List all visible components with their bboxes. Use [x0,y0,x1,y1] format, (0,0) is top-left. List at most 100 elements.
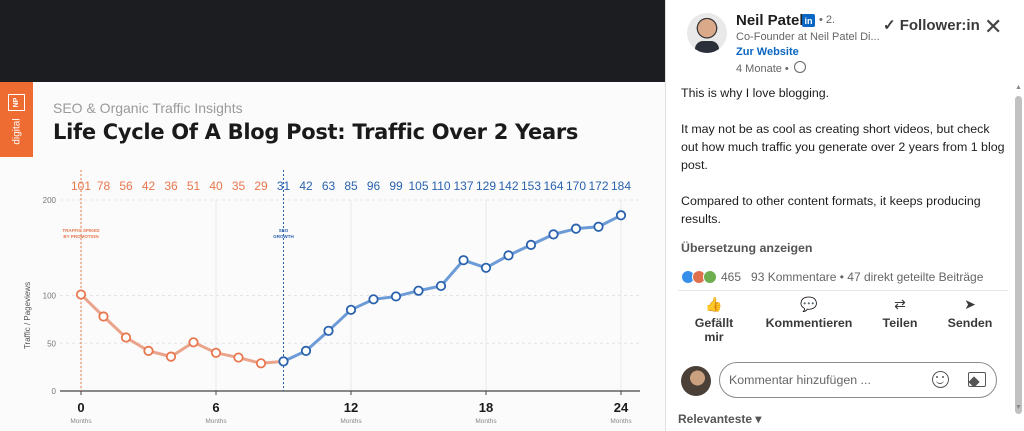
celebrate-reaction-icon [703,270,717,284]
data-label: 164 [543,179,563,193]
author-avatar[interactable] [687,13,727,53]
y-axis-label: Traffic / Pageviews [23,282,32,349]
data-point [278,356,289,367]
following-button[interactable]: ✓ Follower:in [883,17,980,34]
data-point [480,262,492,273]
post-paragraph: Compared to other content formats, it ke… [681,194,981,226]
author-headline: Co-Founder at Neil Patel Di... [736,31,880,43]
y-tick-label: 100 [43,292,57,301]
data-label: 51 [187,179,201,193]
comment-placeholder: Kommentar hinzufügen ... [729,373,871,387]
data-point [593,221,604,232]
data-point [548,229,559,240]
scrollbar-thumb[interactable] [1015,96,1022,414]
scroll-up-icon[interactable]: ▲ [1015,84,1022,91]
data-label: 42 [142,179,156,193]
x-tick-sublabel: Months [610,418,632,425]
x-tick-label: 6 [212,400,219,415]
data-point [458,255,469,266]
data-point [233,352,244,363]
repost-icon: ⇄ [894,296,906,312]
emoji-icon[interactable] [932,371,949,388]
post-time-text: 4 Monate • [736,63,789,75]
x-tick-label: 24 [614,400,629,415]
data-point [413,285,424,296]
action-bar: 👍 Gefällt mir 💬 Kommentieren ⇄ Teilen ➤ … [666,296,1011,352]
np-digital-logo: NP digital [0,82,33,157]
website-link[interactable]: Zur Website [736,46,799,58]
data-point [390,291,402,302]
image-icon[interactable] [968,372,986,387]
like-button[interactable]: 👍 Gefällt mir [686,296,742,344]
reaction-count[interactable]: 465 [721,270,742,284]
x-tick-sublabel: Months [475,418,497,425]
x-tick-sublabel: Months [205,418,227,425]
data-label: 56 [119,179,133,193]
send-label: Senden [947,316,993,330]
traffic-line-chart: 0 50 100 200 Traffic / Pageviews TRAFFIC SPIK… [23,170,640,425]
comments-shares-count[interactable]: 93 Kommentare • 47 direkt geteilte Beitr… [751,270,984,284]
series-line-promotion [79,293,284,365]
author-name[interactable]: Neil Patel [736,12,804,29]
comment-composer: Kommentar hinzufügen ... [681,362,1006,398]
data-label: 36 [164,179,178,193]
data-point [165,351,177,362]
annotation-label: SEO [279,228,289,233]
media-top-bar [0,0,665,82]
data-point [188,337,199,348]
data-label: 137 [453,179,473,193]
post-time: 4 Monate • [736,61,806,75]
x-tick-sublabel: Months [70,418,92,425]
x-tick-label: 12 [344,400,358,415]
post-body: This is why I love blogging. It may not … [681,84,1006,246]
post-detail-panel: Neil Patel in • 2. Co-Founder at Neil Pa… [665,0,1024,431]
data-point [525,239,537,250]
data-label: 63 [322,179,336,193]
data-label: 105 [408,179,428,193]
data-point [570,223,582,234]
scrollbar[interactable]: ▲ ▼ [1015,84,1022,414]
infographic-slide: NP digital SEO & Organic Traffic Insight… [0,82,665,431]
send-icon: ➤ [964,296,976,312]
data-label: 85 [344,179,358,193]
x-tick-sublabel: Months [340,418,362,425]
data-point [368,294,379,305]
data-label: 184 [611,179,631,193]
data-label: 99 [389,179,403,193]
social-counts: 465 93 Kommentare • 47 direkt geteilte B… [681,270,983,284]
data-label: 101 [71,179,91,193]
divider [678,290,1008,291]
share-button[interactable]: ⇄ Teilen [878,296,922,330]
data-point [300,345,312,356]
data-point [615,210,627,221]
scroll-down-icon[interactable]: ▼ [1015,404,1022,411]
comment-button[interactable]: 💬 Kommentieren [764,296,854,330]
annotation-label: TRAFFIC SPIKED [62,228,100,233]
y-tick-label: 50 [47,339,56,348]
data-label: 172 [588,179,608,193]
data-point [323,325,334,336]
slide-title: Life Cycle Of A Blog Post: Traffic Over … [53,120,579,144]
viewer-avatar [681,366,711,396]
data-point [345,304,357,315]
data-label: 31 [277,179,291,193]
data-label: 29 [254,179,268,193]
comment-label: Kommentieren [765,316,853,330]
data-label: 35 [232,179,246,193]
comment-icon: 💬 [800,296,818,312]
x-tick-label: 0 [77,400,84,415]
comment-input[interactable]: Kommentar hinzufügen ... [719,362,997,398]
annotation-label: BY PROMOTION [63,234,98,239]
sort-dropdown[interactable]: Relevanteste ▾ [678,412,762,426]
y-tick-label: 0 [52,387,57,396]
show-translation-link[interactable]: Übersetzung anzeigen [681,241,813,255]
data-label: 78 [97,179,111,193]
like-label: Gefällt mir [694,316,734,344]
reaction-icons[interactable] [681,270,717,284]
data-point [75,289,87,300]
close-icon[interactable]: ✕ [984,14,1003,39]
data-point [98,311,109,322]
send-button[interactable]: ➤ Senden [944,296,996,330]
post-paragraph: This is why I love blogging. [681,86,830,100]
series-line-seo [282,213,622,363]
